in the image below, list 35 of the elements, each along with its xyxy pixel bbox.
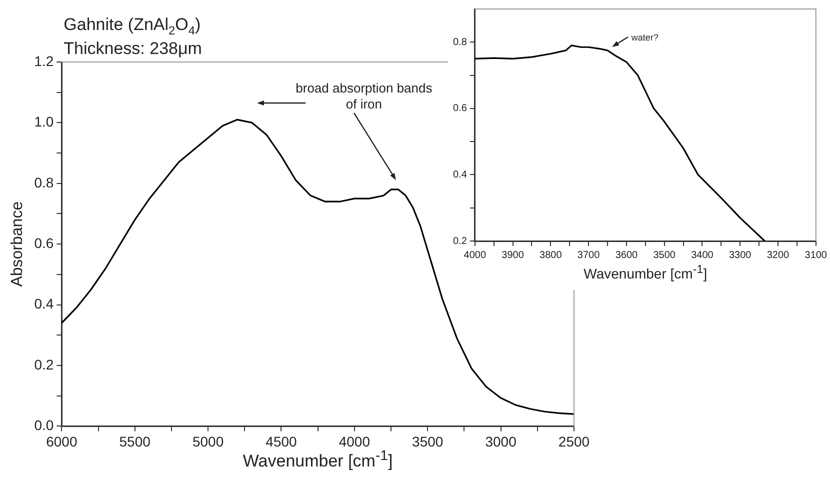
- y-tick-label: 0.2: [452, 236, 468, 247]
- y-tick-label: 1.0: [34, 114, 54, 130]
- x-tick-label: 4500: [266, 433, 298, 450]
- y-tick-label: 0.8: [452, 36, 468, 48]
- x-tick-label: 3000: [485, 433, 517, 450]
- x-tick-label: 3700: [577, 250, 600, 261]
- annotation: water?: [630, 32, 658, 42]
- y-tick-label: 0.0: [34, 417, 54, 434]
- y-axis-title: Absorbance: [9, 201, 26, 287]
- x-tick-label: 3400: [691, 250, 714, 261]
- x-tick-label: 3800: [540, 250, 562, 261]
- y-tick-label: 0.6: [452, 103, 468, 114]
- x-tick-label: 5000: [192, 433, 224, 450]
- y-tick-label: 0.8: [34, 174, 54, 190]
- x-tick-label: 5500: [119, 433, 151, 450]
- x-tick-label: 2500: [558, 433, 590, 450]
- x-tick-label: 3900: [502, 250, 524, 261]
- x-axis-title: Wavenumber [cm$^{-1}$]: [584, 263, 708, 282]
- y-tick-label: 1.2: [34, 52, 54, 69]
- y-tick-label: 0.4: [452, 169, 468, 180]
- x-tick-label: 4000: [464, 250, 486, 261]
- x-tick-label: 3600: [615, 250, 638, 261]
- y-tick-label: 0.4: [34, 296, 54, 312]
- x-axis-title: Wavenumber [cm$^{-1}$]: [242, 448, 393, 472]
- annotation: broad absorption bands of iron: [296, 80, 433, 112]
- x-tick-label: 3500: [653, 250, 676, 261]
- y-tick-label: 0.2: [34, 356, 54, 372]
- x-tick-label: 3100: [804, 250, 828, 261]
- y-tick-label: 0.6: [34, 234, 54, 251]
- x-tick-label: 4000: [338, 433, 370, 450]
- x-tick-label: 3500: [412, 433, 444, 450]
- chart-subtitle: Thickness: 238μm: [64, 39, 202, 58]
- x-tick-label: 3300: [728, 250, 752, 261]
- x-tick-label: 3200: [766, 250, 790, 261]
- x-tick-label: 6000: [46, 433, 78, 450]
